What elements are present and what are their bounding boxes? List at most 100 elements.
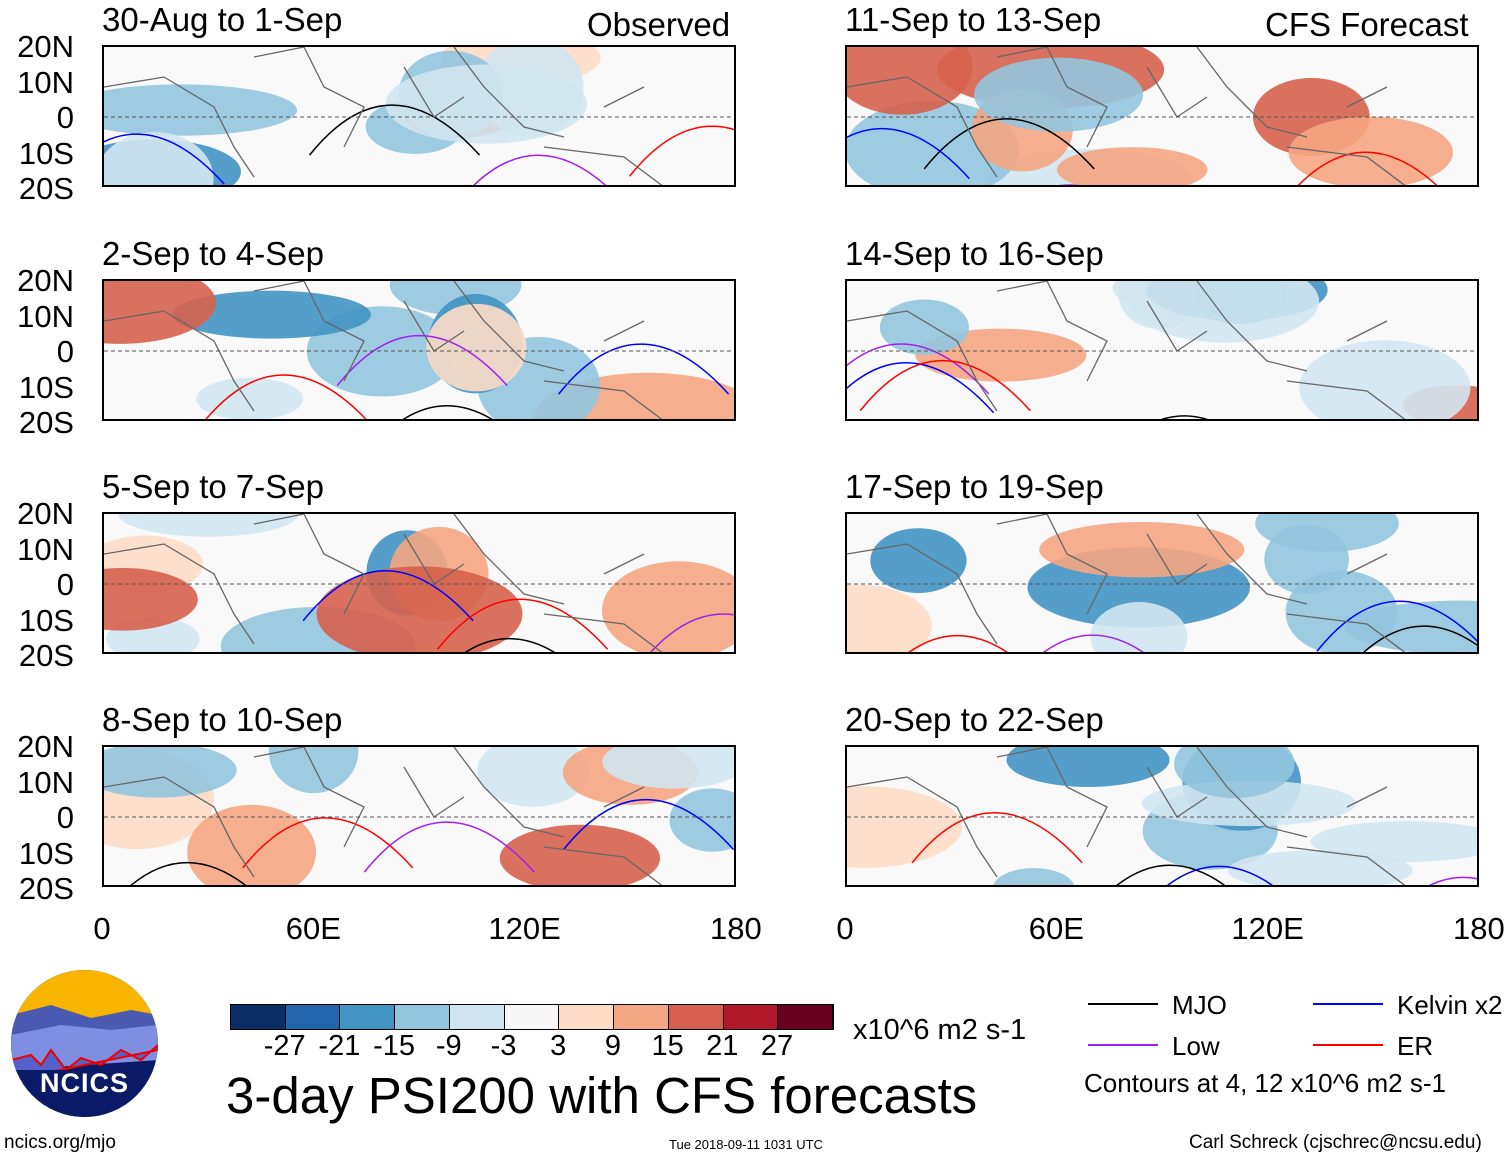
legend-note: Contours at 4, 12 x10^6 m2 s-1	[1084, 1068, 1446, 1098]
anomaly-shading	[104, 132, 214, 185]
wave-contour	[436, 598, 609, 650]
map-panel	[102, 279, 736, 421]
anomaly-shading	[1039, 522, 1245, 578]
anomaly-shading	[847, 584, 932, 652]
lon-tick-label: 120E	[1231, 911, 1304, 946]
colorbar-swatch	[723, 1005, 779, 1029]
panel-title: 30-Aug to 1-Sep	[102, 1, 343, 38]
colorbar-swatch	[778, 1005, 834, 1029]
wave-contour	[649, 613, 734, 652]
legend-line	[1088, 1044, 1158, 1046]
lat-tick-label: 10N	[17, 531, 74, 567]
anomaly-shading	[385, 64, 587, 144]
wave-contour	[1363, 625, 1477, 652]
wave-contour	[628, 125, 734, 177]
url-link[interactable]: ncics.org/mjo	[4, 1132, 116, 1153]
wave-contour	[205, 374, 367, 419]
anomaly-shading	[316, 566, 523, 652]
wave-contour	[402, 405, 493, 419]
anomaly-shading	[268, 747, 359, 794]
wave-contour	[908, 634, 1008, 652]
lat-tick-label: 0	[56, 334, 74, 369]
panel-title: 11-Sep to 13-Sep	[845, 1, 1102, 38]
lon-tick-label: 0	[93, 911, 111, 946]
colorbar-swatch	[504, 1005, 560, 1029]
wave-contour	[242, 817, 414, 869]
map-panel	[845, 45, 1479, 187]
colorbar-swatch	[285, 1005, 341, 1029]
lat-tick-label: 20S	[18, 871, 74, 906]
wave-contour	[1429, 876, 1477, 885]
anomaly-shading	[602, 561, 734, 652]
colorbar-swatch	[559, 1005, 615, 1029]
colorbar-tick-label: 9	[604, 1030, 621, 1062]
colorbar	[230, 1004, 834, 1030]
map-panel	[845, 512, 1479, 654]
anomaly-shading	[1130, 281, 1320, 343]
anomaly-shading	[477, 747, 590, 807]
anomaly-shading	[1141, 780, 1356, 827]
lon-tick-label: 180	[1453, 911, 1505, 946]
anomaly-shading	[1006, 747, 1170, 787]
observed-label: Observed	[587, 6, 731, 43]
anomaly-shading	[974, 57, 1144, 132]
lat-tick-label: 0	[56, 800, 74, 835]
wave-contour	[847, 343, 990, 395]
wave-contour	[562, 798, 734, 851]
legend-line	[1313, 1044, 1383, 1046]
wave-contour	[1116, 864, 1226, 885]
wave-contour	[558, 343, 730, 395]
anomaly-shading	[196, 377, 304, 419]
lon-tick-label: 60E	[1028, 911, 1084, 946]
lat-tick-label: 10S	[18, 835, 74, 871]
anomaly-shading	[847, 786, 963, 868]
map-panel	[102, 45, 736, 187]
wave-contour	[923, 118, 1095, 170]
wave-contour	[363, 821, 535, 873]
wave-contour	[473, 154, 607, 185]
anomaly-shading	[602, 747, 734, 789]
legend-label: MJO	[1172, 990, 1227, 1020]
lat-tick-label: 10S	[18, 135, 74, 171]
panel-title: 8-Sep to 10-Sep	[102, 701, 343, 738]
colorbar-tick-label: -9	[435, 1030, 462, 1062]
forecast-label: CFS Forecast	[1265, 6, 1469, 43]
logo-text: NCICS	[39, 1068, 129, 1098]
ncics-logo[interactable]: NCICS	[11, 970, 158, 1117]
anomaly-shading	[426, 303, 527, 392]
colorbar-tick-label: -27	[263, 1030, 306, 1062]
wave-contour	[1316, 600, 1477, 652]
colorbar-tick-label: 27	[760, 1030, 794, 1062]
colorbar-tick-label: -3	[490, 1030, 517, 1062]
anomaly-shading	[1288, 116, 1453, 185]
legend-label: Kelvin x2	[1397, 990, 1503, 1020]
wave-contour	[302, 570, 474, 622]
legend-line	[1313, 1003, 1383, 1005]
anomaly-shading	[1345, 600, 1477, 652]
wave-contour	[336, 334, 508, 387]
colorbar-tick-label: -21	[318, 1030, 361, 1062]
colorbar-tick-label: 15	[651, 1030, 684, 1062]
wave-contour	[1043, 634, 1144, 652]
lat-tick-label: 10N	[17, 764, 74, 800]
anomaly-shading	[171, 290, 371, 339]
anomaly-shading	[104, 84, 297, 136]
legend-label: ER	[1397, 1031, 1434, 1061]
wave-contour	[911, 812, 1083, 864]
wave-contour	[1161, 415, 1208, 419]
anomaly-shading	[1264, 524, 1349, 595]
lat-tick-label: 20N	[17, 496, 74, 531]
anomaly-shading	[104, 281, 217, 344]
lat-tick-label: 10N	[17, 64, 74, 100]
wave-contour	[847, 361, 995, 414]
anomaly-shading	[1174, 747, 1295, 799]
legend-line	[1088, 1003, 1158, 1005]
colorbar-units: x10^6 m2 s-1	[853, 1014, 1027, 1046]
panel-title: 17-Sep to 19-Sep	[845, 468, 1104, 505]
wave-contour	[308, 104, 481, 156]
lat-tick-label: 10N	[17, 298, 74, 334]
panel-title: 14-Sep to 16-Sep	[845, 235, 1104, 272]
wave-contour	[859, 359, 1031, 412]
lat-tick-label: 10S	[18, 369, 74, 405]
anomaly-shading	[870, 528, 967, 593]
